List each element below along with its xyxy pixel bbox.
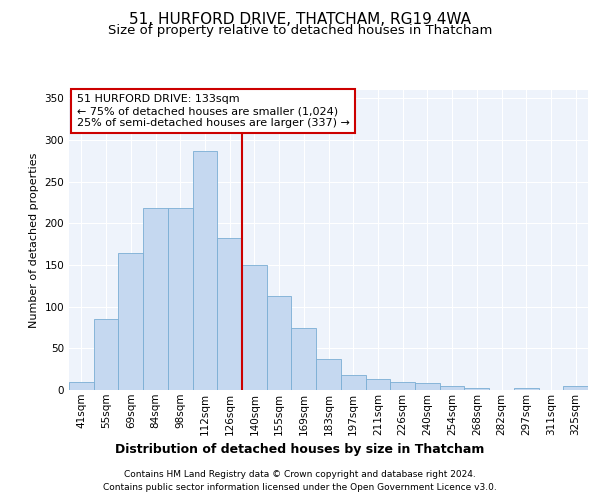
Bar bbox=[514, 388, 539, 390]
Bar bbox=[292, 328, 316, 390]
Text: Distribution of detached houses by size in Thatcham: Distribution of detached houses by size … bbox=[115, 442, 485, 456]
Bar bbox=[118, 252, 143, 390]
Bar bbox=[168, 208, 193, 390]
Bar bbox=[316, 359, 341, 390]
Text: Size of property relative to detached houses in Thatcham: Size of property relative to detached ho… bbox=[108, 24, 492, 37]
Bar bbox=[563, 386, 588, 390]
Bar bbox=[440, 386, 464, 390]
Text: 51, HURFORD DRIVE, THATCHAM, RG19 4WA: 51, HURFORD DRIVE, THATCHAM, RG19 4WA bbox=[129, 12, 471, 28]
Bar bbox=[415, 384, 440, 390]
Bar bbox=[464, 388, 489, 390]
Text: Contains public sector information licensed under the Open Government Licence v3: Contains public sector information licen… bbox=[103, 483, 497, 492]
Bar bbox=[242, 265, 267, 390]
Bar bbox=[341, 375, 365, 390]
Bar bbox=[69, 382, 94, 390]
Text: 51 HURFORD DRIVE: 133sqm
← 75% of detached houses are smaller (1,024)
25% of sem: 51 HURFORD DRIVE: 133sqm ← 75% of detach… bbox=[77, 94, 350, 128]
Bar bbox=[143, 208, 168, 390]
Bar bbox=[94, 319, 118, 390]
Y-axis label: Number of detached properties: Number of detached properties bbox=[29, 152, 39, 328]
Bar bbox=[390, 382, 415, 390]
Bar bbox=[267, 296, 292, 390]
Bar bbox=[193, 151, 217, 390]
Bar bbox=[365, 379, 390, 390]
Text: Contains HM Land Registry data © Crown copyright and database right 2024.: Contains HM Land Registry data © Crown c… bbox=[124, 470, 476, 479]
Bar bbox=[217, 238, 242, 390]
